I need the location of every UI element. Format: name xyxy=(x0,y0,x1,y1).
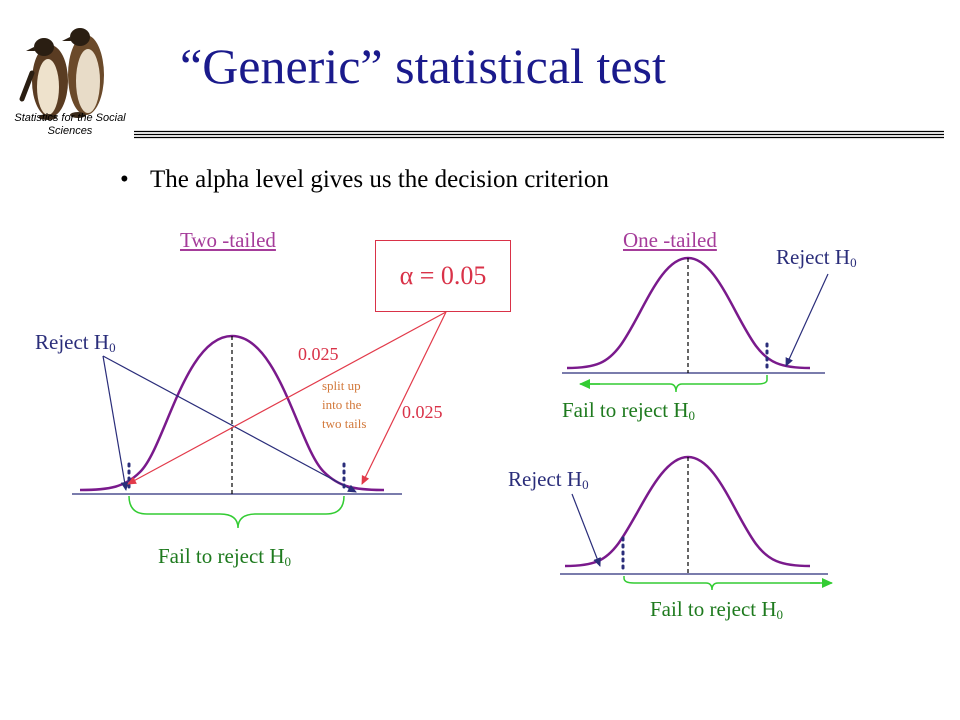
upper-reject-label: Reject H0 xyxy=(776,245,857,270)
upper-fail-label: Fail to reject H0 xyxy=(562,398,696,423)
lower-reject-label: Reject H0 xyxy=(508,467,589,492)
lower-brace xyxy=(623,576,820,591)
left-tail-value: 0.025 xyxy=(298,344,339,364)
title-divider xyxy=(134,130,944,139)
reject-arrow-left xyxy=(102,355,129,491)
bullet-marker: • xyxy=(120,166,129,193)
bullet-point: • The alpha level gives us the decision c… xyxy=(120,166,609,194)
upper-reject-arrow xyxy=(785,273,829,367)
alpha-value: α = 0.05 xyxy=(399,261,487,290)
one-tailed-heading: One -tailed xyxy=(623,228,717,252)
alpha-arrow-left xyxy=(127,311,447,485)
logo-caption: Statistics for the Social Sciences xyxy=(14,112,126,137)
right-tail-value: 0.025 xyxy=(402,402,443,422)
one-tailed-right-diagram xyxy=(562,256,829,393)
lower-fail-label: Fail to reject H0 xyxy=(650,597,784,622)
reject-arrow-right xyxy=(102,355,357,493)
page-title: “Generic” statistical test xyxy=(180,38,666,94)
two-tailed-fail-label: Fail to reject H0 xyxy=(158,544,292,569)
penguins-logo-icon xyxy=(19,28,104,120)
two-tailed-diagram xyxy=(72,311,447,529)
split-note: split up into the two tails xyxy=(322,378,367,431)
two-tailed-heading: Two -tailed xyxy=(180,228,276,252)
upper-brace xyxy=(590,375,768,393)
bullet-text: The alpha level gives us the decision cr… xyxy=(150,166,609,193)
two-tailed-brace xyxy=(128,495,345,529)
two-tailed-reject-label: Reject H0 xyxy=(35,330,116,355)
lower-reject-arrow xyxy=(571,493,601,567)
alpha-arrow-right xyxy=(361,311,447,485)
one-tailed-left-diagram xyxy=(560,455,833,591)
alpha-box: α = 0.05 xyxy=(375,240,511,312)
